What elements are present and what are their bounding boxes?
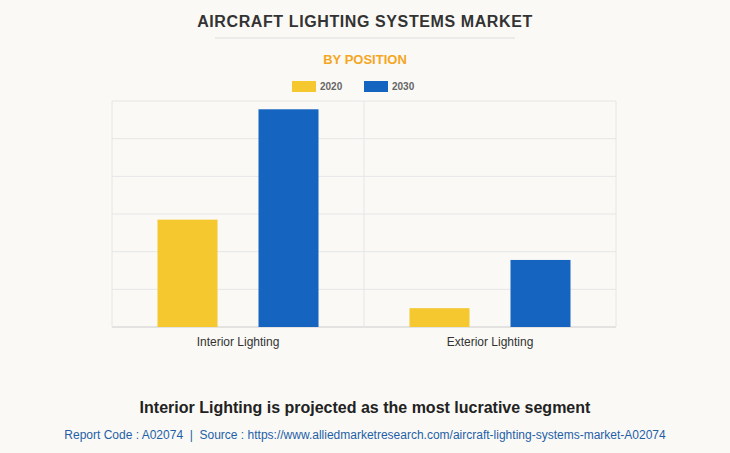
bars <box>158 109 571 327</box>
bar <box>410 308 470 327</box>
legend-swatch <box>364 81 388 92</box>
legend-label: 2020 <box>320 81 343 92</box>
legend: 2020 2030 <box>292 81 415 92</box>
category-divider <box>616 101 617 327</box>
title: AIRCRAFT LIGHTING SYSTEMS MARKET <box>197 13 533 30</box>
legend-label: 2030 <box>392 81 415 92</box>
bar <box>259 109 319 327</box>
x-tick-label: Exterior Lighting <box>447 335 534 349</box>
x-tick-label: Interior Lighting <box>197 335 280 349</box>
category-divider <box>364 101 365 327</box>
subtitle: BY POSITION <box>323 52 407 67</box>
category-divider <box>112 101 113 327</box>
chart: AIRCRAFT LIGHTING SYSTEMS MARKET BY POSIT… <box>0 0 730 453</box>
bar <box>511 260 571 327</box>
annotation: Interior Lighting is projected as the mo… <box>140 399 591 416</box>
source-note: Report Code : A02074 | Source : https://… <box>64 428 666 442</box>
background <box>0 0 730 453</box>
title-rule <box>215 38 515 39</box>
legend-swatch <box>292 81 316 92</box>
bar <box>158 220 218 327</box>
